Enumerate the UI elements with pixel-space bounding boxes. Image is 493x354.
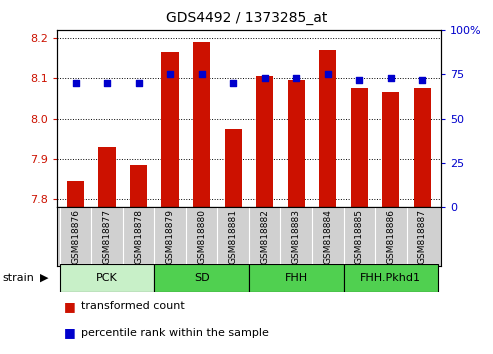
Text: SD: SD <box>194 273 210 283</box>
Text: GSM818878: GSM818878 <box>134 209 143 264</box>
Point <box>292 75 300 81</box>
Bar <box>414 88 431 207</box>
Bar <box>154 264 249 292</box>
Bar <box>67 181 84 207</box>
Point <box>71 80 79 86</box>
Point <box>166 72 174 77</box>
Text: PCK: PCK <box>96 273 118 283</box>
Text: GSM818887: GSM818887 <box>418 209 427 264</box>
Text: GSM818877: GSM818877 <box>103 209 111 264</box>
Point <box>355 77 363 82</box>
Text: strain: strain <box>2 273 35 283</box>
Bar <box>287 80 305 207</box>
Text: GSM818886: GSM818886 <box>387 209 395 264</box>
Bar <box>193 42 211 207</box>
Text: percentile rank within the sample: percentile rank within the sample <box>81 328 269 338</box>
Point <box>198 72 206 77</box>
Text: GSM818880: GSM818880 <box>197 209 206 264</box>
Bar <box>351 88 368 207</box>
Bar <box>60 264 154 292</box>
Text: GSM818885: GSM818885 <box>355 209 364 264</box>
Text: GSM818883: GSM818883 <box>292 209 301 264</box>
Point <box>135 80 142 86</box>
Bar <box>382 92 399 207</box>
Point <box>387 75 395 81</box>
Text: GDS4492 / 1373285_at: GDS4492 / 1373285_at <box>166 11 327 25</box>
Point <box>229 80 237 86</box>
Point <box>103 80 111 86</box>
Bar <box>319 50 336 207</box>
Bar <box>249 264 344 292</box>
Text: ■: ■ <box>64 300 76 313</box>
Text: transformed count: transformed count <box>81 301 185 311</box>
Text: ▶: ▶ <box>40 273 49 283</box>
Point <box>419 77 426 82</box>
Text: GSM818882: GSM818882 <box>260 209 269 264</box>
Bar <box>224 129 242 207</box>
Bar <box>162 52 179 207</box>
Bar <box>344 264 438 292</box>
Bar <box>130 165 147 207</box>
Point <box>324 72 332 77</box>
Point <box>261 75 269 81</box>
Text: GSM818879: GSM818879 <box>166 209 175 264</box>
Text: GSM818884: GSM818884 <box>323 209 332 264</box>
Text: ■: ■ <box>64 326 76 339</box>
Bar <box>99 147 116 207</box>
Bar <box>256 76 274 207</box>
Text: GSM818881: GSM818881 <box>229 209 238 264</box>
Text: FHH: FHH <box>284 273 308 283</box>
Text: GSM818876: GSM818876 <box>71 209 80 264</box>
Text: FHH.Pkhd1: FHH.Pkhd1 <box>360 273 422 283</box>
